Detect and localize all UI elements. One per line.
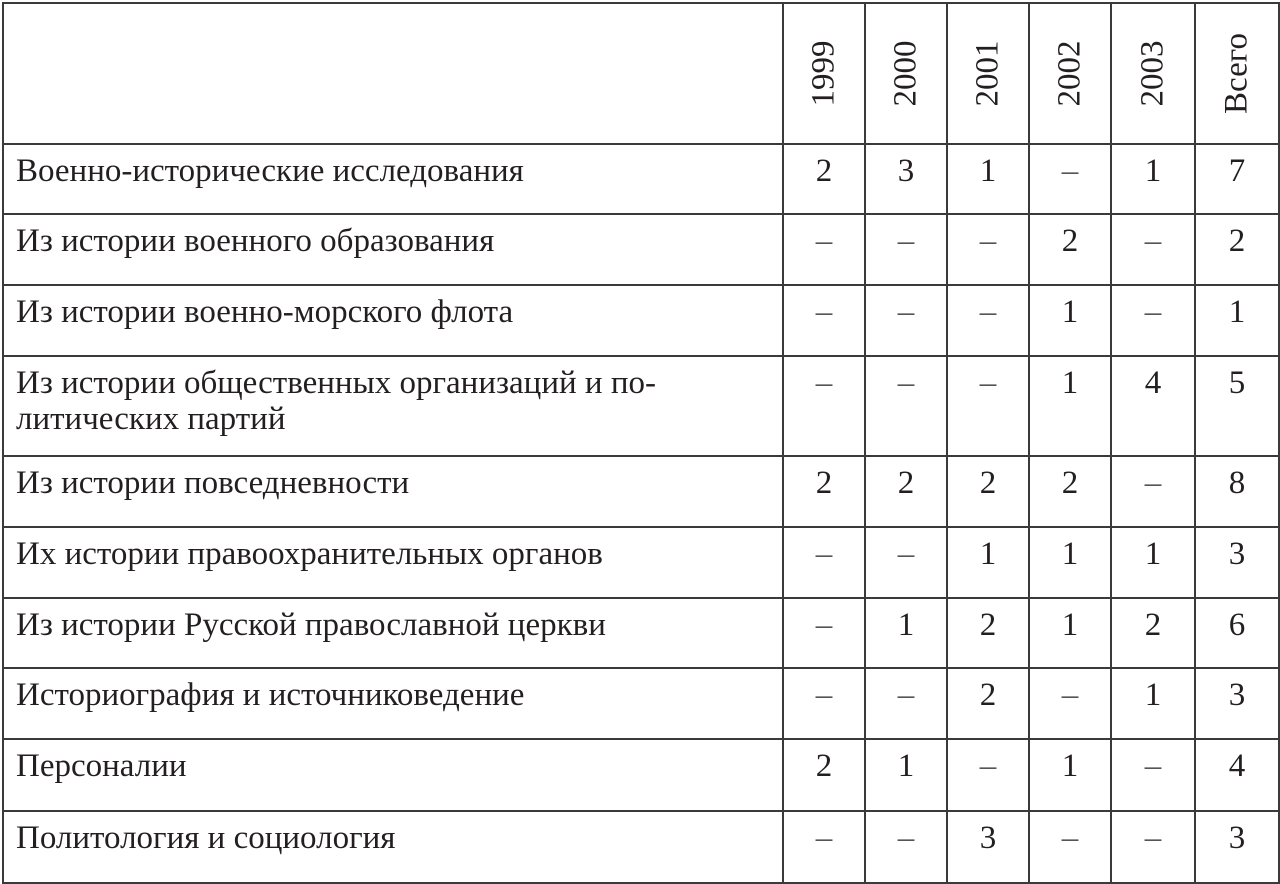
value-cell: – xyxy=(782,667,866,740)
value-cell: 2 xyxy=(782,143,866,215)
value-cell: – xyxy=(1110,455,1196,528)
value-cell: 1 xyxy=(864,597,948,669)
value-cell: – xyxy=(864,526,948,599)
value-cell: – xyxy=(864,667,948,740)
row-label: Их истории правоохранительных органов xyxy=(2,526,784,599)
value-cell: 3 xyxy=(864,143,948,215)
value-cell: – xyxy=(1110,738,1196,812)
value-cell: 3 xyxy=(1194,667,1280,740)
value-cell: – xyxy=(782,597,866,669)
row-label: Военно-исторические исследования xyxy=(2,143,784,215)
value-cell: 2 xyxy=(782,455,866,528)
value-cell: 8 xyxy=(1194,455,1280,528)
value-cell: – xyxy=(864,355,948,457)
table-row: Их истории правоохранительных органов – –1… xyxy=(2,526,1280,599)
value-cell: – xyxy=(782,355,866,457)
header-cell: 2003 xyxy=(1110,2,1196,145)
value-cell: 2 xyxy=(1028,213,1112,286)
table-row: Из истории повседневности 2 2 2 2–8 xyxy=(2,455,1280,528)
value-cell: 1 xyxy=(864,738,948,812)
value-cell: – xyxy=(1028,667,1112,740)
value-cell: 1 xyxy=(1028,526,1112,599)
header-row: 1999 2000 2001 2002 2003 Всего xyxy=(2,2,1280,145)
header-cell: Всего xyxy=(1194,2,1280,145)
table-row: Персоналии 2 1–1–4 xyxy=(2,738,1280,812)
value-cell: 1 xyxy=(1028,738,1112,812)
value-cell: – xyxy=(1110,213,1196,286)
value-cell: 2 xyxy=(782,738,866,812)
value-cell: – xyxy=(782,526,866,599)
value-cell: 1 xyxy=(1028,597,1112,669)
value-cell: – xyxy=(864,810,948,884)
value-cell: 5 xyxy=(1194,355,1280,457)
value-cell: – xyxy=(864,284,948,357)
value-cell: 1 xyxy=(1194,284,1280,357)
value-cell: 4 xyxy=(1110,355,1196,457)
value-cell: 1 xyxy=(1110,667,1196,740)
value-cell: 2 xyxy=(864,455,948,528)
header-cell: 2000 xyxy=(864,2,948,145)
value-cell: – xyxy=(1028,143,1112,215)
value-cell: – xyxy=(1110,284,1196,357)
value-cell: 7 xyxy=(1194,143,1280,215)
row-label: Из истории Русской православной церкви xyxy=(2,597,784,669)
header-cell: 1999 xyxy=(782,2,866,145)
value-cell: 1 xyxy=(946,526,1030,599)
value-cell: 2 xyxy=(1028,455,1112,528)
value-cell: 2 xyxy=(946,455,1030,528)
header-empty-cell xyxy=(2,2,784,145)
value-cell: 1 xyxy=(1028,355,1112,457)
table-row: Историография и источниковедение – –2–1 3 xyxy=(2,667,1280,740)
header-cell: 2001 xyxy=(946,2,1030,145)
value-cell: – xyxy=(946,738,1030,812)
table-row: Военно-исторические исследования 2 3 1–1 7 xyxy=(2,143,1280,215)
header-cell: 2002 xyxy=(1028,2,1112,145)
row-label: Из истории общественных организаций и по… xyxy=(2,355,784,457)
value-cell: – xyxy=(1110,810,1196,884)
value-cell: 2 xyxy=(946,597,1030,669)
row-label: Из истории повседневности xyxy=(2,455,784,528)
value-cell: – xyxy=(782,213,866,286)
value-cell: – xyxy=(946,355,1030,457)
table-row: Из истории военного образования – – –2–2 xyxy=(2,213,1280,286)
value-cell: 1 xyxy=(1110,526,1196,599)
table-row: Из истории военно-морского флота – – –1–1 xyxy=(2,284,1280,357)
row-label: Историография и источниковедение xyxy=(2,667,784,740)
value-cell: – xyxy=(946,213,1030,286)
value-cell: 2 xyxy=(1110,597,1196,669)
value-cell: 1 xyxy=(1110,143,1196,215)
value-cell: 3 xyxy=(946,810,1030,884)
value-cell: 3 xyxy=(1194,526,1280,599)
value-cell: 2 xyxy=(1194,213,1280,286)
table-row: Из истории Русской православной церкви –1… xyxy=(2,597,1280,669)
value-cell: – xyxy=(1028,810,1112,884)
value-cell: – xyxy=(782,284,866,357)
value-cell: 1 xyxy=(946,143,1030,215)
value-cell: 2 xyxy=(946,667,1030,740)
row-label: Из истории военного образования xyxy=(2,213,784,286)
value-cell: – xyxy=(946,284,1030,357)
value-cell: 4 xyxy=(1194,738,1280,812)
value-cell: 6 xyxy=(1194,597,1280,669)
value-cell: – xyxy=(782,810,866,884)
value-cell: 1 xyxy=(1028,284,1112,357)
table-row: Политология и социология – –3– –3 xyxy=(2,810,1280,884)
row-label: Персоналии xyxy=(2,738,784,812)
value-cell: 3 xyxy=(1194,810,1280,884)
row-label: Политология и социология xyxy=(2,810,784,884)
table-row: Из истории общественных организаций и по… xyxy=(2,355,1280,457)
row-label: Из истории военно-морского флота xyxy=(2,284,784,357)
value-cell: – xyxy=(864,213,948,286)
